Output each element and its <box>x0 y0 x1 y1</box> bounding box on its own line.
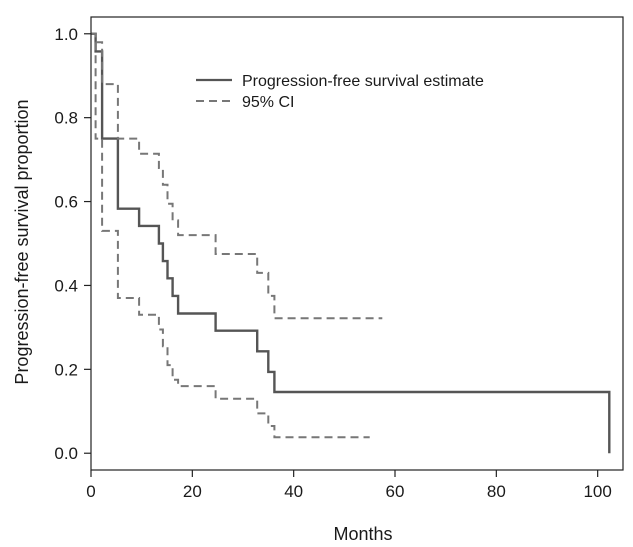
x-tick-label-100: 100 <box>583 482 611 501</box>
y-tick-label-0.4: 0.4 <box>54 276 78 295</box>
series-ci-upper-line <box>91 32 383 320</box>
plot-frame <box>90 16 624 471</box>
legend-label-ci: 95% CI <box>242 94 294 111</box>
series-estimate-line <box>91 32 611 454</box>
legend: Progression-free survival estimate 95% C… <box>196 73 484 111</box>
legend-label-estimate: Progression-free survival estimate <box>242 73 484 90</box>
y-tick-label-1.0: 1.0 <box>54 25 78 44</box>
y-tick-label-0.8: 0.8 <box>54 109 78 128</box>
y-tick-label-0.6: 0.6 <box>54 193 78 212</box>
x-axis: 0 20 40 60 80 100 <box>86 470 612 501</box>
x-tick-label-40: 40 <box>284 482 303 501</box>
y-tick-label-0.0: 0.0 <box>54 444 78 463</box>
x-tick-label-80: 80 <box>487 482 506 501</box>
y-tick-label-0.2: 0.2 <box>54 360 78 379</box>
x-tick-label-0: 0 <box>86 482 95 501</box>
y-axis-title: Progression-free survival proportion <box>12 99 32 384</box>
series-ci-lower-line <box>91 32 370 439</box>
curves-layer <box>91 32 611 454</box>
x-tick-label-60: 60 <box>386 482 405 501</box>
y-axis: 0.0 0.2 0.4 0.6 0.8 1.0 <box>54 25 91 463</box>
x-axis-title: Months <box>333 524 392 544</box>
x-tick-label-20: 20 <box>183 482 202 501</box>
